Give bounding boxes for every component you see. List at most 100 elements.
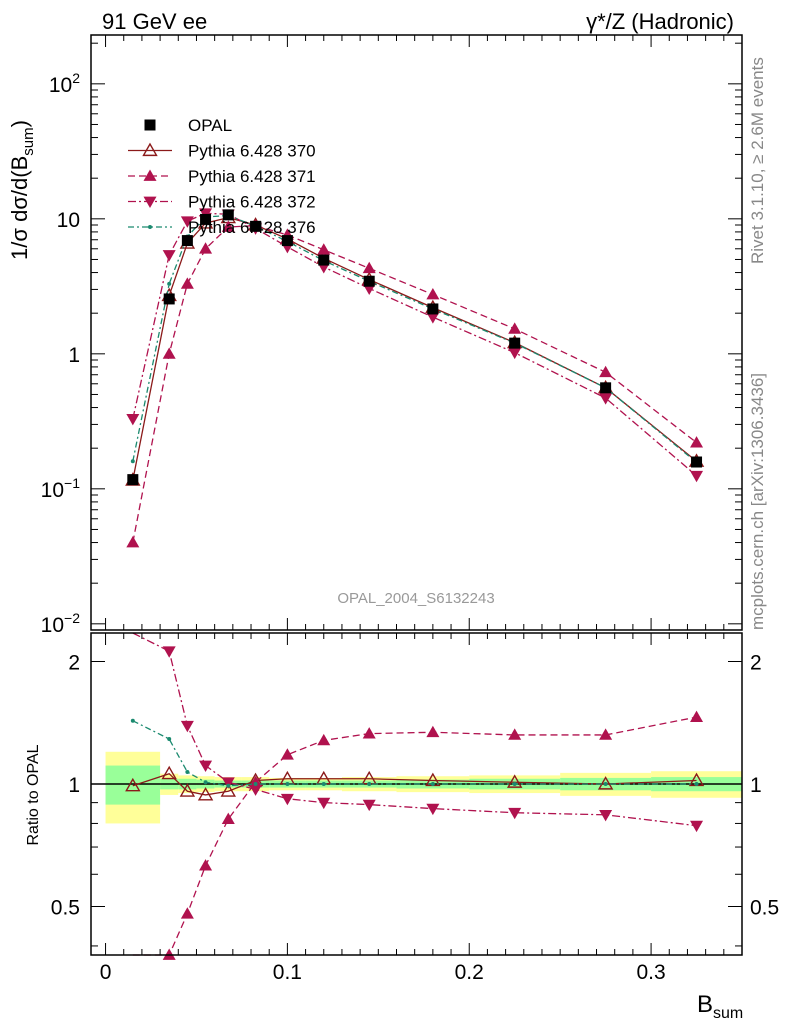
ratio-point-pythia-6-428-371-3 — [199, 859, 213, 871]
tick-exponent: −1 — [64, 475, 80, 491]
y-tick-label-ratio-2: 2 — [68, 652, 80, 675]
y-tick-label-ratio-right-2: 2 — [750, 652, 762, 675]
point-pythia-6-428-371-1 — [162, 347, 176, 359]
ratio-point-pythia-6-428-370-2 — [179, 783, 196, 797]
point-pythia-6-428-371-2 — [180, 277, 194, 289]
legend-label-opal: OPAL — [188, 116, 232, 135]
point-opal-11 — [600, 382, 612, 394]
ratio-point-pythia-6-428-370-0 — [125, 777, 141, 792]
ratio-point-pythia-6-428-372-2 — [180, 720, 194, 733]
legend-label-pythia-6-428-372: Pythia 6.428 372 — [188, 193, 316, 212]
ratio-point-pythia-6-428-372-3 — [199, 760, 213, 773]
tick-base: 10 — [41, 614, 64, 637]
legend-marker-pythia-6-428-370 — [142, 142, 158, 157]
ratio-point-pythia-6-428-376-8 — [367, 781, 372, 786]
x-tick-label-0: 0 — [100, 961, 112, 984]
ratio-point-pythia-6-428-376-11 — [603, 781, 608, 786]
ratio-point-pythia-6-428-371-11 — [599, 728, 613, 740]
point-opal-8 — [363, 275, 375, 287]
title-left: 91 GeV ee — [102, 9, 207, 34]
main-frame — [90, 34, 743, 631]
side-label-top: Rivet 3.1.10, ≥ 2.6M events — [748, 57, 767, 264]
y-tick-label-main-4: 102 — [49, 70, 80, 97]
ratio-point-pythia-6-428-371-9 — [426, 725, 440, 738]
ratio-line-pythia-6-428-371 — [132, 716, 697, 956]
point-opal-12 — [691, 456, 703, 468]
point-pythia-6-428-371-8 — [362, 261, 376, 274]
point-pythia-6-428-372-9 — [426, 312, 440, 324]
x-tick-label-2: 0.2 — [455, 961, 484, 984]
ratio-point-pythia-6-428-376-2 — [185, 770, 190, 775]
point-opal-1 — [163, 293, 175, 305]
ratio-point-pythia-6-428-376-12 — [694, 781, 699, 786]
ratio-point-pythia-6-428-371-4 — [221, 812, 235, 824]
y-tick-label-ratio-0: 0.5 — [51, 896, 80, 919]
point-pythia-6-428-371-10 — [508, 322, 522, 334]
y-tick-label-main-1: 10−1 — [41, 475, 81, 502]
band-green-0 — [105, 765, 161, 805]
ratio-point-pythia-6-428-371-7 — [317, 733, 331, 746]
point-pythia-6-428-371-12 — [690, 436, 704, 448]
x-axis-label: Bsum — [697, 991, 743, 1022]
ratio-point-pythia-6-428-372-1 — [162, 646, 176, 658]
ratio-frame — [90, 632, 743, 956]
ratio-point-pythia-6-428-371-2 — [180, 907, 194, 919]
ratio-point-pythia-6-428-376-10 — [512, 781, 517, 786]
point-opal-5 — [250, 220, 262, 232]
point-opal-2 — [181, 235, 193, 247]
ratio-point-pythia-6-428-376-6 — [285, 781, 290, 786]
ratio-point-pythia-6-428-372-5 — [249, 784, 263, 796]
point-pythia-6-428-372-0 — [126, 413, 140, 426]
legend-label-pythia-6-428-371: Pythia 6.428 371 — [188, 167, 316, 186]
ratio-point-pythia-6-428-376-7 — [321, 781, 326, 786]
ratio-point-pythia-6-428-370-3 — [197, 787, 214, 801]
y-tick-label-ratio-right-0: 0.5 — [750, 896, 779, 919]
side-label-bottom: mcplots.cern.ch [arXiv:1306.3436] — [748, 373, 767, 630]
legend-marker-pythia-6-428-372 — [143, 196, 157, 208]
point-pythia-6-428-371-3 — [199, 242, 213, 254]
ratio-point-pythia-6-428-376-1 — [167, 736, 172, 741]
ratio-series-layer — [125, 632, 705, 960]
point-opal-9 — [427, 303, 439, 315]
point-pythia-6-428-371-9 — [426, 288, 440, 300]
ratio-point-pythia-6-428-370-4 — [220, 783, 236, 797]
tick-base: 10 — [41, 479, 64, 502]
ratio-point-pythia-6-428-371-12 — [690, 710, 704, 722]
ratio-point-pythia-6-428-370-10 — [506, 774, 523, 788]
ratio-point-pythia-6-428-370-1 — [161, 765, 177, 780]
x-tick-label-1: 0.1 — [273, 961, 302, 984]
legend: OPAL Pythia 6.428 370 Pythia 6.428 371 Pyth… — [128, 116, 316, 237]
ratio-point-pythia-6-428-372-11 — [599, 809, 613, 822]
ratio-point-pythia-6-428-372-12 — [690, 820, 704, 833]
ratio-point-pythia-6-428-371-1 — [162, 948, 176, 960]
ratio-point-pythia-6-428-376-9 — [430, 781, 435, 786]
tick-exponent: 2 — [72, 70, 80, 86]
point-opal-0 — [127, 474, 139, 486]
ratio-point-pythia-6-428-371-10 — [508, 728, 522, 740]
tick-base: 10 — [49, 74, 72, 97]
point-pythia-6-428-376-0 — [130, 459, 135, 464]
point-pythia-6-428-371-0 — [126, 536, 140, 548]
y-axis-label-main: 1/σ dσ/d(Bsum) — [7, 120, 37, 260]
legend-marker-pythia-6-428-376 — [148, 225, 152, 229]
line-pythia-6-428-370 — [132, 216, 697, 481]
point-pythia-6-428-372-10 — [508, 347, 522, 360]
point-pythia-6-428-376-1 — [167, 281, 172, 286]
ratio-point-pythia-6-428-372-6 — [280, 793, 294, 806]
ratio-point-pythia-6-428-372-4 — [221, 777, 235, 789]
ratio-point-pythia-6-428-372-7 — [317, 797, 331, 810]
line-pythia-6-428-372 — [132, 212, 697, 477]
ratio-point-pythia-6-428-376-5 — [253, 781, 258, 786]
ratio-point-pythia-6-428-372-8 — [362, 799, 376, 812]
legend-label-pythia-6-428-370: Pythia 6.428 370 — [188, 142, 316, 161]
ratio-point-pythia-6-428-372-10 — [508, 807, 522, 820]
line-pythia-6-428-371 — [132, 225, 697, 543]
ratio-point-pythia-6-428-371-8 — [362, 727, 376, 739]
y-tick-label-ratio-1: 1 — [68, 774, 80, 797]
point-pythia-6-428-371-4 — [221, 220, 235, 232]
tick-exponent: −2 — [64, 610, 80, 626]
legend-marker-opal — [144, 119, 156, 131]
ratio-point-pythia-6-428-376-3 — [203, 780, 208, 785]
